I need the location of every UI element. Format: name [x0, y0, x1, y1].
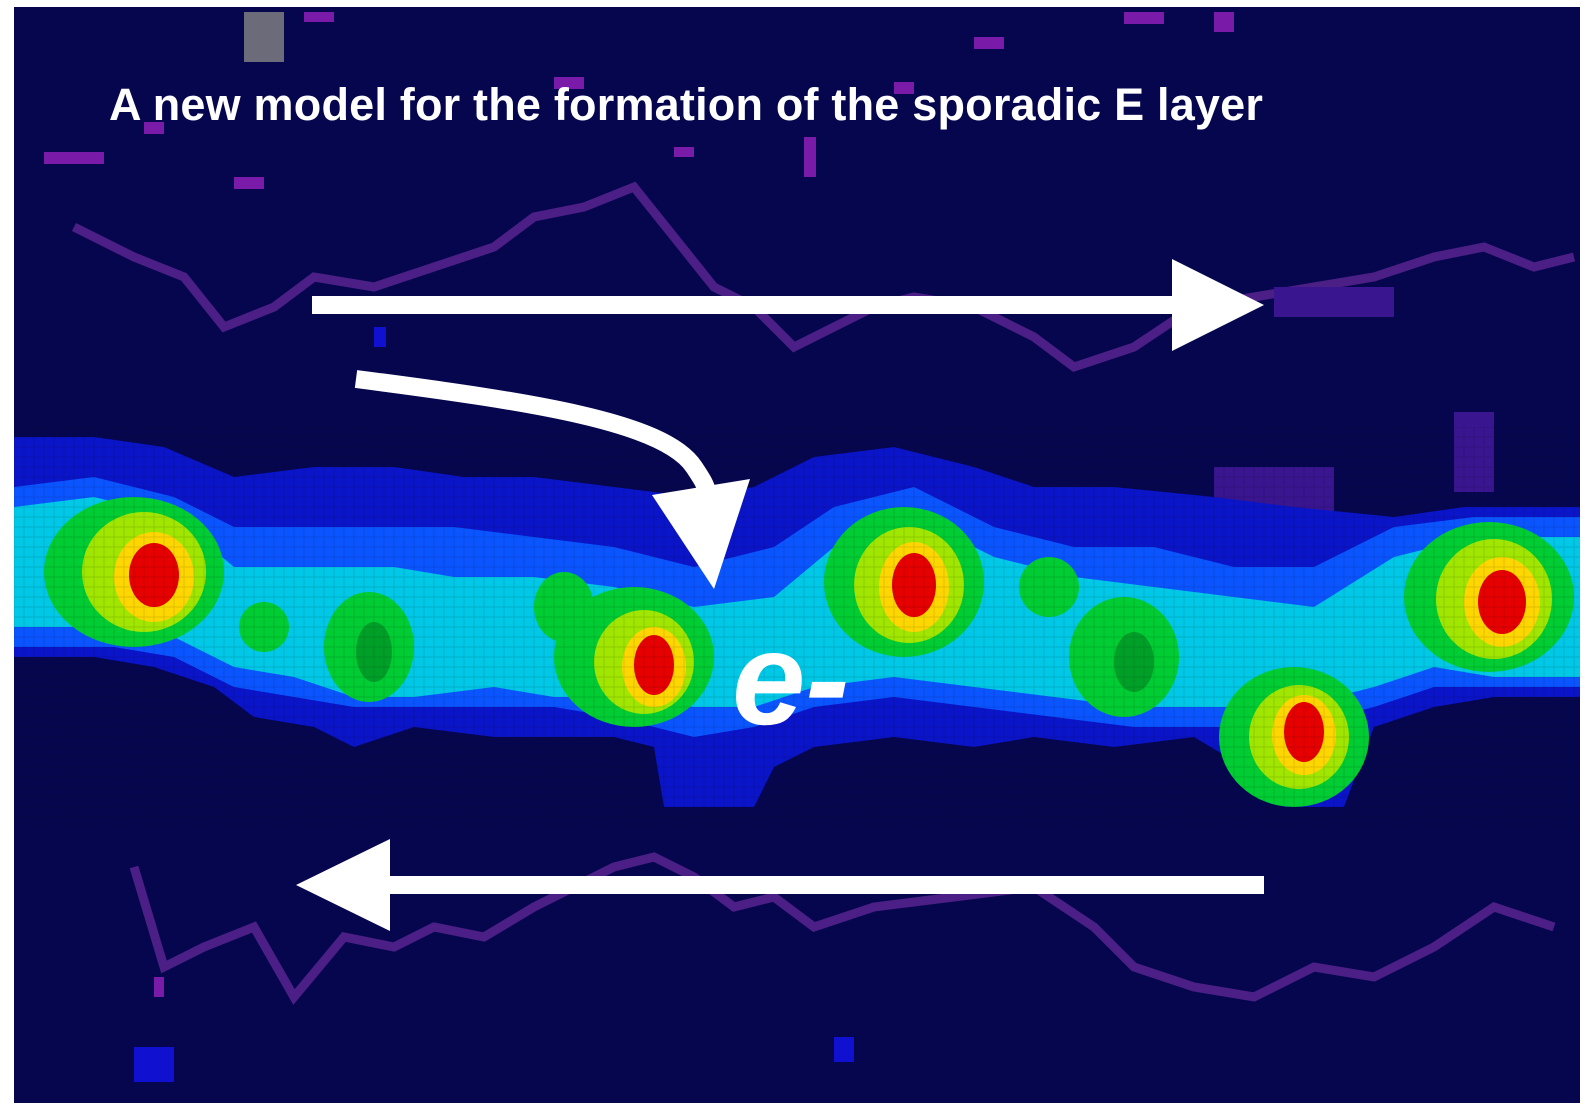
ionosphere-plot — [14, 12, 1580, 1082]
sporadic-e-figure: A new model for the formation of the spo… — [14, 7, 1580, 1103]
curved-descending-arrow — [354, 370, 750, 589]
lower-left-arrow — [296, 839, 1264, 931]
background-pixels-grey — [244, 12, 284, 62]
electron-label: e- — [732, 605, 850, 752]
arrows — [296, 259, 1264, 931]
upper-right-arrow — [312, 259, 1264, 351]
pixel-grid-overlay — [14, 427, 1580, 827]
background-pixels-blue — [134, 327, 854, 1082]
figure-title: A new model for the formation of the spo… — [109, 79, 1264, 130]
